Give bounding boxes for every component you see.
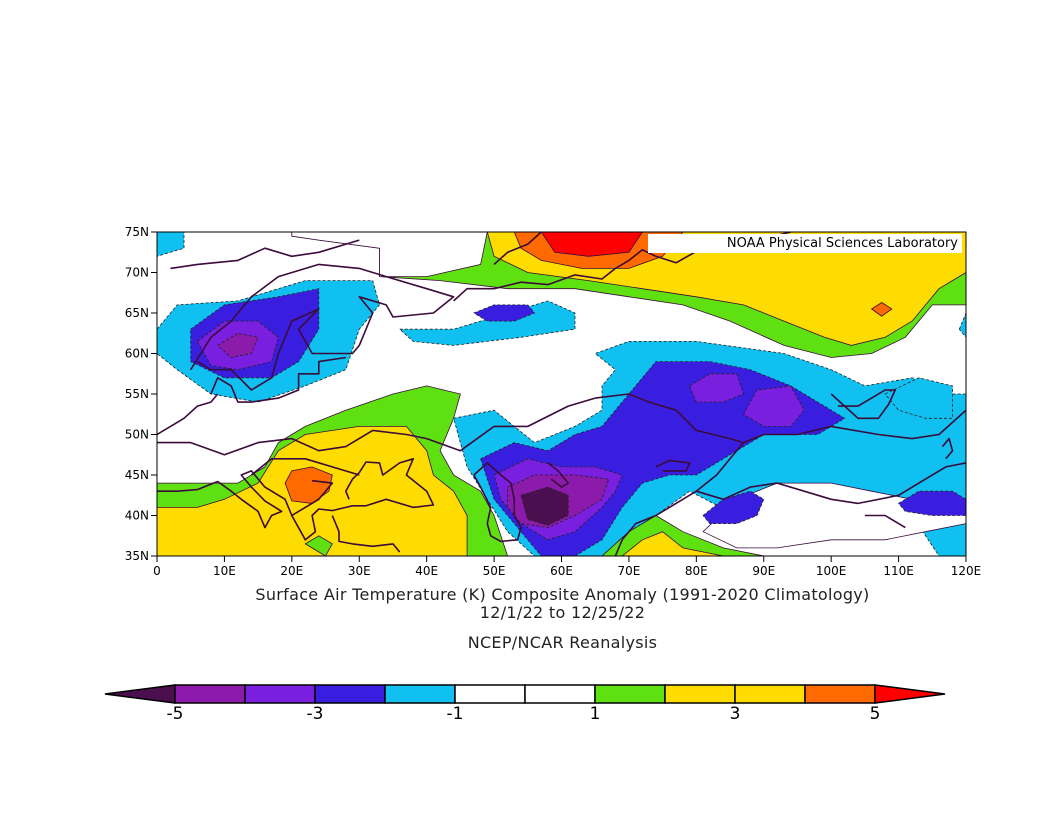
- lon-tick-label: 90E: [752, 564, 775, 578]
- coastline-segment: [941, 437, 954, 460]
- anomaly-region-arctic-white: [291, 232, 488, 278]
- lon-tick-label: 60E: [550, 564, 573, 578]
- colorbar-over-arrow: [874, 684, 946, 704]
- lat-tick-label: 75N: [125, 225, 149, 239]
- coastline-segment: [547, 462, 569, 488]
- lon-tick-label: 80E: [685, 564, 708, 578]
- coastline-segment: [210, 356, 346, 403]
- map-plot-area: 75N 70N 65N 60N 55N 50N 45N 40N 35N 0 10E 20E 30E 40…: [125, 225, 982, 578]
- colorbar-label: -3: [307, 704, 324, 724]
- anomaly-fill-layer: [157, 232, 966, 556]
- anomaly-region-scandinavia-cold: [217, 332, 259, 358]
- coastline-segment: [655, 459, 691, 472]
- colorbar-bin: [454, 684, 526, 704]
- colorbar-bin: [804, 684, 876, 704]
- anomaly-region-central-asia-warm: [621, 531, 724, 556]
- coastline-segment: [331, 515, 401, 553]
- colorbar-bin: [664, 684, 736, 704]
- colorbar-bin: [734, 684, 806, 704]
- anomaly-region-china-cold: [897, 490, 966, 516]
- anomaly-region-caucasus-green: [304, 535, 333, 556]
- coastline-segment: [190, 263, 455, 391]
- anomaly-region-siberia-cold: [742, 385, 805, 427]
- colorbar-label: -1: [447, 704, 464, 724]
- coastline-segment: [864, 514, 906, 529]
- colorbar-bin: [524, 684, 596, 704]
- coastline-segment: [157, 393, 219, 436]
- coastline-segment: [291, 479, 334, 517]
- colorbar-label: 1: [590, 704, 601, 724]
- lon-tick-label: 10E: [213, 564, 236, 578]
- lon-tick-label: 70E: [617, 564, 640, 578]
- coastline-segment: [157, 458, 435, 541]
- lon-tick-label: 50E: [483, 564, 506, 578]
- date-range-subtitle: 12/1/22 to 12/25/22: [479, 603, 646, 622]
- lat-tick-label: 35N: [125, 549, 149, 563]
- lat-tick-label: 45N: [125, 468, 149, 482]
- lon-tick-label: 0: [153, 564, 161, 578]
- anomaly-region-arctic-warm: [540, 232, 643, 257]
- coastline-segment: [157, 393, 966, 456]
- colorbar-label: -5: [167, 704, 184, 724]
- colorbar-bin: [174, 684, 246, 704]
- colorbar-bin: [594, 684, 666, 704]
- colorbar-bin: [384, 684, 456, 704]
- coastline-segment: [614, 442, 745, 556]
- anomaly-region-north-atlantic-cold: [157, 232, 185, 257]
- dataset-subtitle: NCEP/NCAR Reanalysis: [467, 633, 658, 652]
- coastline-segment: [830, 389, 896, 420]
- credit-label: NOAA Physical Sciences Laboratory: [648, 234, 962, 253]
- lat-tick-label: 55N: [125, 387, 149, 401]
- coastline-segment: [696, 462, 966, 505]
- lon-tick-label: 100E: [816, 564, 847, 578]
- colorbar: -5 -3 -1 1 3 5: [104, 684, 946, 724]
- lon-tick-label: 40E: [415, 564, 438, 578]
- longitude-axis: 0 10E 20E 30E 40E 50E 60E 70E 80E 90E 100E 110E 120E: [153, 556, 981, 578]
- latitude-axis: 75N 70N 65N 60N 55N 50N 45N 40N 35N: [125, 225, 157, 563]
- coastline-segment: [493, 232, 542, 265]
- coastline-segment: [473, 462, 522, 543]
- colorbar-bin: [244, 684, 316, 704]
- anomaly-region-siberia-cold: [689, 373, 744, 403]
- coastline-segment: [170, 239, 360, 270]
- lat-tick-label: 50N: [125, 428, 149, 442]
- anomaly-region-east-siberia-cold: [884, 377, 953, 419]
- lon-tick-label: 120E: [951, 564, 982, 578]
- anomaly-region-siberia-cold: [520, 486, 569, 526]
- anomaly-region-siberia-white-gap: [702, 482, 966, 549]
- lat-tick-label: 70N: [125, 266, 149, 280]
- lon-tick-label: 30E: [348, 564, 371, 578]
- coastline-segment: [250, 458, 360, 476]
- chart-title: Surface Air Temperature (K) Composite An…: [255, 585, 870, 604]
- anomaly-region-arctic-warm: [870, 302, 893, 317]
- lat-tick-label: 65N: [125, 306, 149, 320]
- colorbar-label: 3: [730, 704, 741, 724]
- lon-tick-label: 110E: [883, 564, 914, 578]
- colorbar-under-arrow: [104, 684, 176, 704]
- anomaly-region-west-siberia-cold: [473, 304, 536, 322]
- lat-tick-label: 40N: [125, 509, 149, 523]
- colorbar-label: 5: [870, 704, 881, 724]
- anomaly-region-east-edge-cold: [958, 312, 966, 338]
- lat-tick-label: 60N: [125, 347, 149, 361]
- colorbar-bin: [314, 684, 386, 704]
- lon-tick-label: 20E: [280, 564, 303, 578]
